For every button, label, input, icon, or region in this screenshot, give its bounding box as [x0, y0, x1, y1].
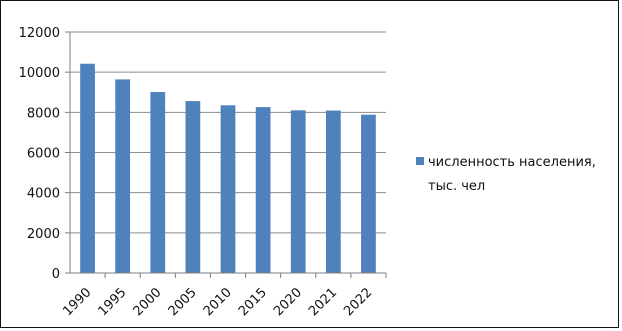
x-tick-label: 2020 — [271, 285, 305, 319]
legend: численность населения, тыс. чел — [416, 155, 596, 194]
bar-1990 — [80, 63, 95, 274]
bar-2015 — [255, 107, 271, 273]
x-tick-label: 2010 — [201, 285, 235, 319]
x-tick-label: 1995 — [95, 285, 129, 319]
bars — [80, 63, 376, 274]
x-tick-label: 1990 — [60, 285, 94, 319]
y-tick-label: 10000 — [19, 66, 60, 81]
bar-2000 — [150, 92, 166, 273]
y-tick-label: 12000 — [19, 26, 60, 41]
x-tick-label: 2005 — [166, 285, 200, 319]
x-tick-label: 2000 — [131, 285, 165, 319]
bar-2005 — [185, 101, 201, 273]
bar-2022 — [361, 114, 376, 273]
bar-2020 — [290, 110, 306, 273]
y-tick-label: 8000 — [27, 106, 60, 121]
y-tick-label: 2000 — [27, 227, 60, 242]
bar-2021 — [325, 110, 341, 273]
y-tick-label: 4000 — [27, 187, 60, 202]
x-tick-label: 2021 — [306, 285, 340, 319]
bar-2010 — [220, 105, 236, 273]
legend-swatch — [416, 157, 424, 165]
x-tick-label: 2022 — [341, 285, 375, 319]
y-tick-label: 6000 — [27, 147, 60, 162]
legend-label-line1: численность населения, — [428, 155, 596, 170]
y-tick-labels: 0 2000 4000 6000 8000 10000 12000 — [19, 26, 60, 282]
legend-label-line2: тыс. чел — [428, 179, 485, 194]
bar-1995 — [115, 79, 131, 273]
x-tick-label: 2015 — [236, 285, 270, 319]
x-tick-labels: 1990 1995 2000 2005 2010 2015 2020 2021 2022 — [60, 285, 375, 319]
y-tick-label: 0 — [52, 267, 60, 282]
axes — [69, 32, 387, 278]
